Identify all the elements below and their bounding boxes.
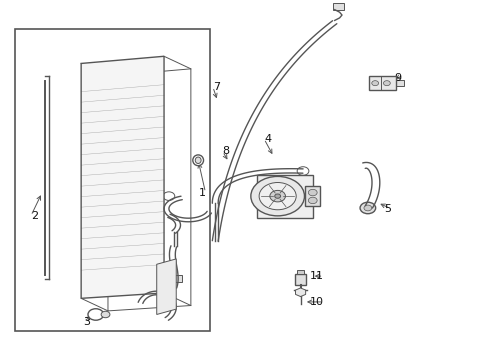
Ellipse shape [192,155,203,166]
Text: 6: 6 [166,265,173,275]
Polygon shape [295,288,305,297]
Text: 5: 5 [383,204,390,214]
Text: 9: 9 [394,73,401,83]
Circle shape [163,192,174,201]
Bar [15,30,210,330]
Circle shape [363,205,371,211]
Circle shape [359,202,375,214]
Circle shape [269,190,285,202]
Polygon shape [81,56,163,298]
Circle shape [274,194,280,198]
Text: 10: 10 [309,297,323,307]
Text: 11: 11 [309,271,323,281]
Polygon shape [157,259,176,315]
Circle shape [371,81,378,86]
Bar [368,76,395,90]
Circle shape [101,311,110,318]
Circle shape [308,189,317,196]
Bar [171,275,182,282]
Bar [305,186,320,206]
Circle shape [308,197,317,204]
Circle shape [259,183,296,210]
Bar [296,270,304,274]
Ellipse shape [195,157,201,163]
Circle shape [383,81,389,86]
Circle shape [250,176,304,216]
Text: 8: 8 [222,146,229,156]
Text: 4: 4 [264,134,270,144]
Bar [294,274,306,285]
Bar [395,80,404,86]
Circle shape [88,309,103,320]
Text: 3: 3 [83,317,90,327]
Text: 2: 2 [31,211,38,221]
Text: 7: 7 [212,82,220,92]
Bar [256,175,312,218]
Circle shape [297,167,308,175]
Text: 1: 1 [198,188,205,198]
Bar [332,3,343,10]
